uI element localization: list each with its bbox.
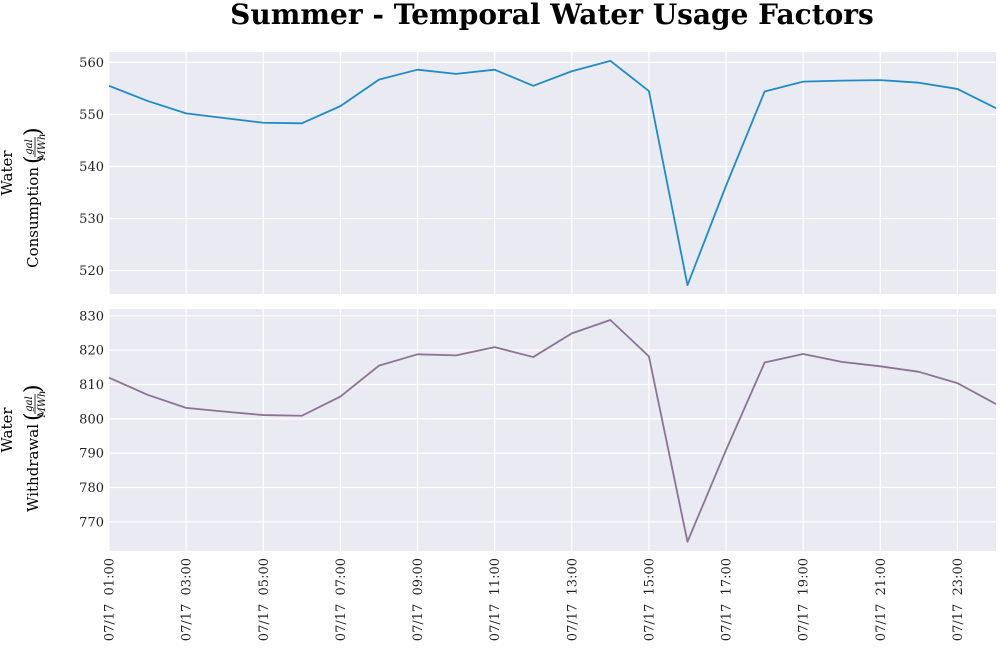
unit-numerator: gal: [24, 396, 35, 412]
unit-open-paren: (: [21, 412, 46, 421]
y-tick-label: 820: [79, 344, 104, 359]
plot-area: [109, 309, 996, 551]
x-tick-label: 07/17 21:00: [874, 558, 889, 641]
y-tick-label: 810: [79, 378, 104, 393]
unit-open-paren: (: [21, 155, 46, 164]
x-tick-label: 07/17 01:00: [103, 558, 118, 641]
y-tick-label: 780: [79, 481, 104, 496]
y-tick-label: 830: [79, 309, 104, 324]
panel-1: 520 530 540 550 560 Water Consumption (gal MWh): [0, 52, 997, 294]
x-tick-label: 07/17 07:00: [334, 558, 349, 641]
unit-close-paren: ): [21, 384, 46, 393]
x-tick-label: 07/17 11:00: [488, 558, 503, 641]
y-tick-label: 800: [79, 412, 104, 427]
x-tick-label: 07/17 09:00: [411, 558, 426, 641]
x-tick-label: 07/17 17:00: [720, 558, 735, 641]
y-tick-label: 540: [79, 160, 104, 175]
x-tick-label: 07/17 15:00: [642, 558, 657, 641]
y-tick-label: 520: [79, 264, 104, 279]
series-line: [108, 59, 997, 287]
y-tick-label: 560: [79, 56, 104, 71]
y-tick-label: 790: [79, 447, 104, 462]
unit-denominator: MWh: [37, 134, 48, 162]
y-axis-label-line2: Consumption: [24, 167, 42, 268]
y-axis-label: Water Withdrawal (gal MWh): [0, 384, 48, 512]
y-axis-label: Water Consumption (gal MWh): [0, 127, 48, 267]
unit-numerator: gal: [24, 139, 35, 155]
plot-area: [109, 52, 996, 294]
y-tick-label: 550: [79, 108, 104, 123]
x-tick-label: 07/17 03:00: [180, 558, 195, 641]
x-tick-label: 07/17 05:00: [257, 558, 272, 641]
panel-2: 770 780 790 800 810 820 830 Water Withdrawal (gal…: [0, 309, 997, 551]
y-axis-label-line2: Withdrawal: [24, 424, 42, 512]
y-tick-label: 530: [79, 212, 104, 227]
unit-denominator: MWh: [37, 391, 48, 419]
y-axis-label-line1: Water: [0, 150, 16, 196]
series-line: [108, 319, 997, 543]
x-tick-label: 07/17 23:00: [951, 558, 966, 641]
x-tick-label: 07/17 13:00: [565, 558, 580, 641]
unit-close-paren: ): [21, 127, 46, 136]
y-axis-label-line1: Water: [0, 407, 16, 453]
x-tick-label: 07/17 19:00: [797, 558, 812, 641]
chart-title: Summer - Temporal Water Usage Factors: [230, 0, 874, 31]
y-tick-label: 770: [79, 515, 104, 530]
